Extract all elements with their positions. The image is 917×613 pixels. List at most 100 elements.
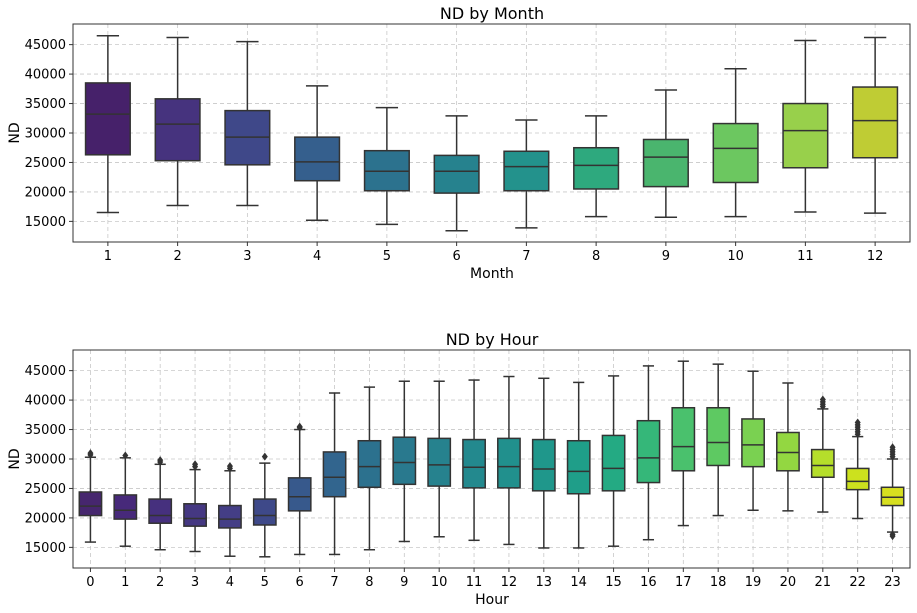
iqr-box xyxy=(113,494,138,520)
x-tick-label: 9 xyxy=(400,575,408,590)
iqr-box xyxy=(671,406,696,472)
box-3 xyxy=(183,460,207,553)
box-8 xyxy=(573,115,620,218)
box-23 xyxy=(880,443,905,541)
x-tick-label: 0 xyxy=(86,575,94,590)
y-tick-label: 35000 xyxy=(25,423,66,438)
x-tick-label: 7 xyxy=(330,575,338,590)
x-tick-label: 7 xyxy=(522,249,530,264)
box-2 xyxy=(148,456,173,551)
box-17 xyxy=(671,360,696,527)
y-tick-label: 30000 xyxy=(25,127,66,142)
iqr-box xyxy=(218,504,242,529)
box-16 xyxy=(636,365,661,541)
plot-frame xyxy=(72,349,911,569)
x-tick-label: 2 xyxy=(156,575,164,590)
box-13 xyxy=(531,377,556,549)
iqr-box xyxy=(84,82,131,156)
iqr-box xyxy=(148,498,173,524)
y-axis-label: ND xyxy=(7,122,23,143)
hour-boxplot-panel: ND by Hour Hour ND 15000 20000 25000 30000 3… xyxy=(7,330,911,608)
chart-title: ND by Hour xyxy=(446,330,539,349)
month-boxplot-panel: ND by Month Month ND 15000 20000 25000 3000… xyxy=(7,4,911,282)
x-tick-label: 13 xyxy=(536,575,553,590)
x-axis-label: Hour xyxy=(475,592,509,608)
x-tick-label: 10 xyxy=(431,575,448,590)
iqr-box xyxy=(566,439,591,495)
y-tick-label: 45000 xyxy=(25,38,66,53)
box-2 xyxy=(154,36,201,207)
box-11 xyxy=(462,379,486,542)
x-tick-label: 5 xyxy=(261,575,269,590)
box-0 xyxy=(78,449,103,543)
x-tick-label: 15 xyxy=(605,575,622,590)
iqr-box xyxy=(462,438,486,489)
x-tick-label: 16 xyxy=(640,575,657,590)
outlier-point xyxy=(261,452,268,461)
y-axis-label: ND xyxy=(7,448,23,469)
box-5 xyxy=(252,452,277,558)
y-tick-label: 15000 xyxy=(25,541,66,556)
box-20 xyxy=(776,382,800,512)
iqr-box xyxy=(845,467,870,491)
box-6 xyxy=(287,422,312,556)
x-tick-label: 3 xyxy=(243,249,251,264)
x-tick-label: 14 xyxy=(570,575,587,590)
x-tick-label: 12 xyxy=(867,249,884,264)
y-tick-label: 30000 xyxy=(25,453,66,468)
box-9 xyxy=(642,89,689,219)
x-tick-label: 8 xyxy=(365,575,373,590)
y-tick-label: 20000 xyxy=(25,511,66,526)
box-10 xyxy=(712,68,759,218)
box-4 xyxy=(294,85,341,221)
box-15 xyxy=(601,375,626,547)
box-7 xyxy=(322,392,347,556)
x-tick-label: 6 xyxy=(452,249,460,264)
box-layer xyxy=(84,35,899,232)
box-1 xyxy=(84,35,131,214)
outlier-point xyxy=(122,451,129,460)
iqr-box xyxy=(810,448,835,479)
iqr-box xyxy=(642,138,689,188)
plot-frame xyxy=(72,23,911,243)
box-14 xyxy=(566,381,591,549)
x-axis-label: Month xyxy=(470,266,514,282)
y-tick-label: 25000 xyxy=(25,156,66,171)
iqr-box xyxy=(287,477,312,512)
x-tick-label: 20 xyxy=(780,575,797,590)
iqr-box xyxy=(427,437,452,487)
y-tick-label: 25000 xyxy=(25,482,66,497)
iqr-box xyxy=(294,136,341,182)
x-tick-label: 17 xyxy=(675,575,692,590)
iqr-box xyxy=(78,491,103,517)
x-tick-label: 9 xyxy=(662,249,670,264)
x-tick-label: 4 xyxy=(226,575,234,590)
iqr-box xyxy=(183,503,207,527)
box-12 xyxy=(852,36,899,214)
x-tick-label: 2 xyxy=(173,249,181,264)
x-tick-label: 1 xyxy=(104,249,112,264)
outlier-point xyxy=(157,456,164,465)
iqr-box xyxy=(601,434,626,492)
iqr-box xyxy=(392,436,417,486)
y-tick-label: 35000 xyxy=(25,97,66,112)
iqr-box xyxy=(852,86,899,159)
outlier-point xyxy=(819,395,826,404)
y-tick-label: 20000 xyxy=(25,185,66,200)
outlier-point xyxy=(296,422,303,431)
box-3 xyxy=(224,40,271,207)
iqr-box xyxy=(712,122,759,184)
iqr-box xyxy=(573,146,620,190)
iqr-box xyxy=(433,154,480,194)
box-layer xyxy=(78,360,905,558)
iqr-box xyxy=(741,418,765,468)
box-12 xyxy=(497,375,521,546)
iqr-box xyxy=(706,406,731,467)
chart-title: ND by Month xyxy=(440,4,544,23)
box-18 xyxy=(706,363,731,517)
box-7 xyxy=(503,119,550,229)
iqr-box xyxy=(782,102,829,169)
x-tick-label: 10 xyxy=(727,249,744,264)
